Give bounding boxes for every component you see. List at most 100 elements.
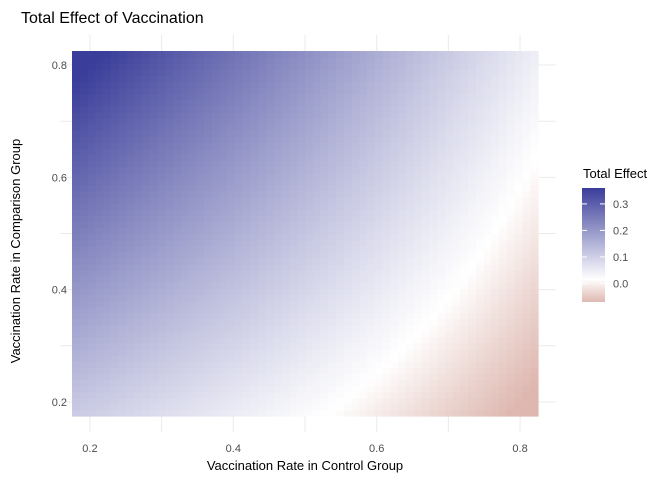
heatmap-cell [421,403,430,411]
x-tick-label: 0.8 [512,443,527,455]
heatmap-cell [103,203,112,210]
heatmap-cell [110,57,120,64]
heatmap-cell [312,172,322,180]
heatmap-cell [382,355,392,362]
heatmap-cell [72,270,81,277]
heatmap-cell [359,227,368,235]
heatmap-cell [219,172,228,180]
heatmap-cell [281,373,291,381]
heatmap-cell [522,124,531,131]
heatmap-cell [367,111,376,119]
heatmap-cell [351,355,360,362]
heatmap-cell [483,111,492,119]
heatmap-cell [398,87,407,95]
heatmap-cell [499,391,508,399]
heatmap-cell [506,93,516,101]
heatmap-cell [429,148,438,156]
heatmap-cell [141,51,151,58]
heatmap-cell [157,397,166,405]
heatmap-cell [258,300,267,308]
heatmap-cell [405,251,415,259]
heatmap-cell [514,330,524,338]
heatmap-cell [499,373,508,381]
heatmap-cell [530,355,539,362]
heatmap-cell [219,403,228,411]
heatmap-cell [273,318,283,326]
heatmap-cell [188,57,197,64]
heatmap-cell [157,160,166,168]
heatmap-cell [374,409,384,417]
heatmap-cell [141,349,151,356]
heatmap-cell [468,136,477,143]
heatmap-cell [382,197,392,204]
heatmap-cell [219,257,228,265]
heatmap-cell [118,184,127,192]
heatmap-cell [460,276,469,283]
heatmap-cell [475,57,485,64]
heatmap-cell [289,355,298,362]
heatmap-cell [266,178,275,186]
heatmap-cell [87,160,96,168]
heatmap-cell [110,178,120,186]
heatmap-cell [281,197,291,204]
heatmap-cell [359,142,368,149]
heatmap-cell [437,87,446,95]
heatmap-cell [367,233,376,241]
heatmap-cell [126,282,135,289]
heatmap-cell [413,379,423,387]
heatmap-cell [219,227,228,235]
heatmap-cell [134,75,143,83]
heatmap-cell [475,349,485,356]
heatmap-cell [468,81,477,89]
heatmap-cell [266,373,275,381]
heatmap-cell [95,148,104,156]
heatmap-cell [328,233,337,241]
heatmap-cell [281,130,291,137]
heatmap-cell [211,215,221,222]
heatmap-cell [227,209,236,216]
heatmap-cell [134,154,143,162]
heatmap-cell [258,239,267,247]
heatmap-cell [530,379,539,387]
heatmap-cell [95,330,104,338]
heatmap-cell [95,324,104,332]
heatmap-cell [491,105,500,113]
heatmap-cell [305,294,314,302]
heatmap-cell [227,312,236,320]
heatmap-cell [374,142,384,149]
heatmap-cell [126,227,135,235]
heatmap-cell [72,221,81,229]
heatmap-cell [281,257,291,265]
heatmap-cell [491,409,500,417]
heatmap-cell [405,93,415,101]
heatmap-cell [367,75,376,83]
heatmap-cell [242,391,252,399]
heatmap-cell [499,148,508,156]
heatmap-cell [141,124,151,131]
heatmap-cell [359,245,368,253]
heatmap-cell [514,130,524,137]
heatmap-cell [103,403,112,411]
heatmap-cell [514,245,524,253]
heatmap-cell [367,117,376,125]
heatmap-cell [460,63,469,70]
heatmap-cell [227,324,236,332]
heatmap-cell [336,385,345,393]
heatmap-cell [134,251,143,259]
heatmap-cell [134,367,143,375]
heatmap-cell [297,221,306,229]
heatmap-cell [87,124,96,131]
heatmap-cell [429,87,438,95]
heatmap-cell [165,142,174,149]
heatmap-cell [72,136,81,143]
heatmap-cell [444,233,454,241]
heatmap-cell [351,75,360,83]
heatmap-cell [367,257,376,265]
heatmap-cell [188,190,197,198]
heatmap-cell [421,227,430,235]
heatmap-cell [289,343,298,350]
heatmap-cell [514,276,524,283]
heatmap-cell [180,130,190,137]
heatmap-cell [514,117,524,125]
heatmap-cell [382,209,392,216]
